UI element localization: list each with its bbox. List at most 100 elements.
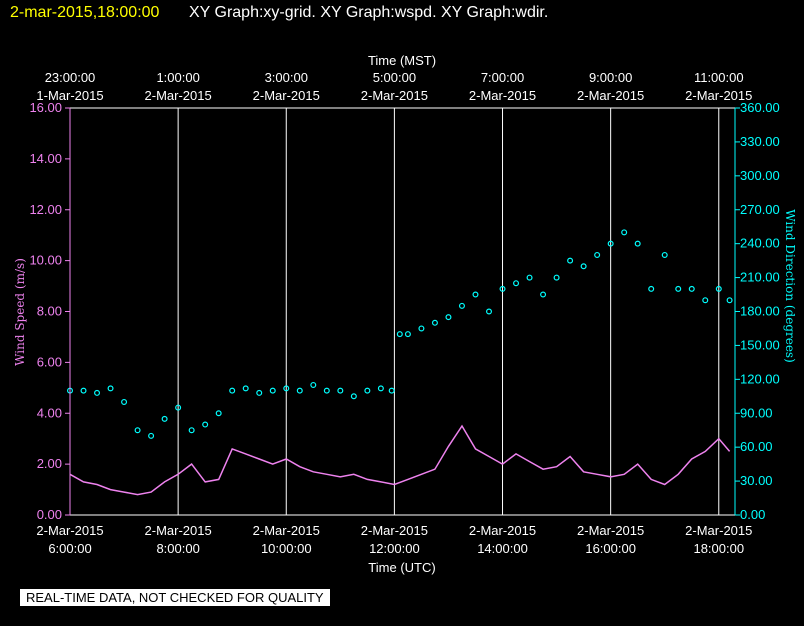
top-tick-date: 2-Mar-2015	[253, 88, 320, 103]
header-datetime: 2-mar-2015,18:00:00	[10, 4, 160, 21]
right-tick-label: 60.00	[740, 439, 773, 454]
right-tick-label: 300.00	[740, 168, 780, 183]
wind-direction-point	[121, 398, 128, 405]
wind-direction-point	[726, 297, 733, 304]
top-tick-time: 11:00:00	[694, 70, 744, 85]
right-axis-title: Wind Direction (degrees)	[783, 209, 797, 363]
wind-direction-point	[553, 274, 560, 281]
wind-direction-point	[107, 385, 114, 392]
wind-direction-point	[431, 319, 438, 326]
top-tick-time: 7:00:00	[481, 70, 524, 85]
wind-direction-point	[580, 263, 587, 270]
wind-direction-point	[161, 415, 168, 422]
wind-direction-point	[607, 240, 614, 247]
top-tick-date: 2-Mar-2015	[469, 88, 536, 103]
wind-direction-point	[621, 229, 628, 236]
wind-direction-point	[526, 274, 533, 281]
right-tick-label: 210.00	[740, 270, 780, 285]
bottom-tick-date: 2-Mar-2015	[36, 523, 103, 538]
bottom-tick-time: 16:00:00	[585, 541, 636, 556]
top-tick-time: 9:00:00	[589, 70, 632, 85]
wind-direction-point	[388, 387, 395, 394]
top-tick-date: 2-Mar-2015	[685, 88, 752, 103]
wind-direction-point	[188, 427, 195, 434]
bottom-tick-time: 12:00:00	[369, 541, 420, 556]
wind-direction-point	[215, 410, 222, 417]
left-tick-label: 6.00	[37, 354, 62, 369]
wind-direction-point	[283, 385, 290, 392]
right-tick-label: 240.00	[740, 236, 780, 251]
wind-direction-point	[472, 291, 479, 298]
wind-direction-point	[323, 387, 330, 394]
plot-frame	[69, 107, 736, 516]
wind-direction-point	[486, 308, 493, 315]
wind-direction-point	[296, 387, 303, 394]
bottom-tick-date: 2-Mar-2015	[577, 523, 644, 538]
left-axis-title: Wind Speed (m/s)	[13, 258, 27, 366]
wind-direction-point	[175, 404, 182, 411]
bottom-tick-date: 2-Mar-2015	[469, 523, 536, 538]
wind-direction-point	[202, 421, 209, 428]
wind-direction-point	[445, 314, 452, 321]
wind-direction-point	[377, 385, 384, 392]
bottom-tick-time: 6:00:00	[48, 541, 91, 556]
right-tick-label: 330.00	[740, 134, 780, 149]
wind-direction-point	[513, 280, 520, 287]
wind-direction-point	[688, 285, 695, 292]
wind-direction-point	[256, 389, 263, 396]
wind-direction-point	[634, 240, 641, 247]
right-tick-label: 150.00	[740, 337, 780, 352]
top-tick-date: 2-Mar-2015	[145, 88, 212, 103]
wind-direction-point	[661, 251, 668, 258]
wind-direction-point	[80, 387, 87, 394]
bottom-tick-time: 18:00:00	[693, 541, 744, 556]
right-tick-label: 360.00	[740, 100, 780, 115]
quality-notice: REAL-TIME DATA, NOT CHECKED FOR QUALITY	[20, 589, 330, 606]
left-tick-label: 14.00	[29, 151, 62, 166]
header-graph-list: XY Graph:xy-grid. XY Graph:wspd. XY Grap…	[189, 4, 548, 21]
left-tick-label: 10.00	[29, 253, 62, 268]
top-tick-date: 1-Mar-2015	[36, 88, 103, 103]
wind-direction-point	[567, 257, 574, 264]
wind-direction-point	[229, 387, 236, 394]
bottom-tick-time: 14:00:00	[477, 541, 528, 556]
left-tick-label: 8.00	[37, 304, 62, 319]
top-tick-date: 2-Mar-2015	[577, 88, 644, 103]
wind-direction-point	[148, 432, 155, 439]
top-tick-date: 2-Mar-2015	[361, 88, 428, 103]
wind-direction-point	[242, 385, 249, 392]
bottom-tick-date: 2-Mar-2015	[685, 523, 752, 538]
top-axis-title: Time (MST)	[368, 53, 436, 68]
wind-direction-point	[499, 285, 506, 292]
wind-direction-point	[648, 285, 655, 292]
wind-direction-point	[134, 427, 141, 434]
wind-direction-point	[675, 285, 682, 292]
wind-direction-point	[458, 302, 465, 309]
wind-direction-point	[310, 381, 317, 388]
wind-direction-point	[364, 387, 371, 394]
top-tick-time: 1:00:00	[156, 70, 199, 85]
wind-direction-point	[540, 291, 547, 298]
right-tick-label: 30.00	[740, 473, 773, 488]
wind-direction-point	[594, 251, 601, 258]
left-tick-label: 0.00	[37, 507, 62, 522]
bottom-tick-time: 10:00:00	[261, 541, 312, 556]
wind-direction-point	[715, 285, 722, 292]
left-tick-label: 4.00	[37, 405, 62, 420]
right-tick-label: 180.00	[740, 304, 780, 319]
wind-direction-point	[350, 393, 357, 400]
wind-direction-point	[269, 387, 276, 394]
wind-direction-point	[702, 297, 709, 304]
wind-direction-point	[337, 387, 344, 394]
right-tick-label: 90.00	[740, 405, 773, 420]
wind-direction-point	[94, 389, 101, 396]
left-tick-label: 12.00	[29, 202, 62, 217]
top-tick-time: 5:00:00	[373, 70, 416, 85]
right-tick-label: 0.00	[740, 507, 765, 522]
bottom-tick-date: 2-Mar-2015	[145, 523, 212, 538]
bottom-tick-date: 2-Mar-2015	[361, 523, 428, 538]
bottom-tick-time: 8:00:00	[156, 541, 199, 556]
bottom-axis-title: Time (UTC)	[368, 560, 435, 575]
top-tick-time: 3:00:00	[265, 70, 308, 85]
